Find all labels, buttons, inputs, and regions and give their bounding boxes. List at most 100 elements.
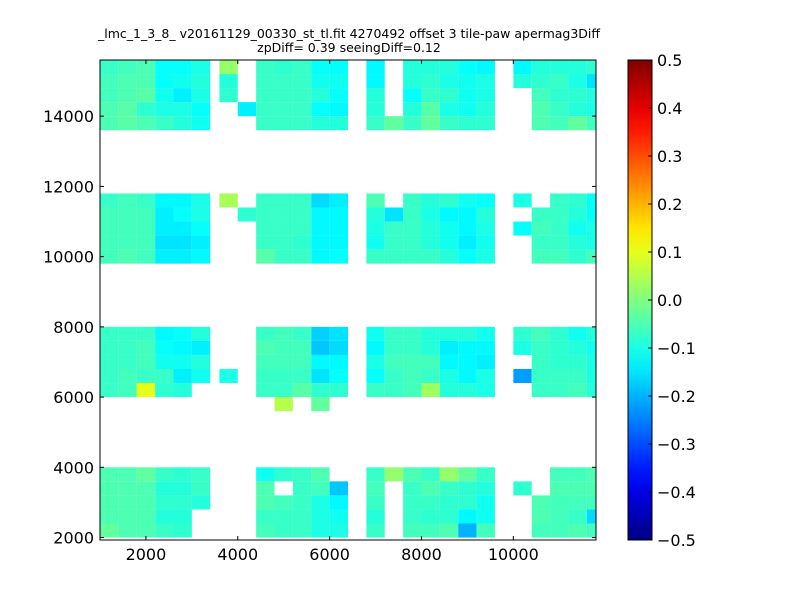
heatmap-cell: [329, 235, 348, 250]
y-tick-label: 6000: [53, 388, 94, 407]
heatmap-cell: [292, 481, 312, 496]
x-tick-label: 8000: [401, 545, 442, 564]
heatmap-cell: [366, 193, 385, 208]
heatmap-cell: [311, 481, 330, 496]
heatmap-cell: [421, 60, 440, 75]
heatmap-cell: [403, 249, 422, 264]
heatmap-cell: [458, 467, 477, 482]
heatmap-cell: [237, 102, 257, 117]
heatmap-cell: [531, 495, 551, 510]
heatmap-cell: [586, 340, 596, 355]
heatmap-cell: [586, 249, 596, 264]
heatmap-cell: [329, 193, 348, 208]
heatmap-cell: [421, 354, 440, 369]
heatmap-cell: [550, 221, 569, 236]
heatmap-cell: [136, 326, 156, 341]
heatmap-cell: [366, 495, 385, 510]
heatmap-cell: [550, 116, 569, 131]
heatmap-cell: [311, 74, 330, 89]
heatmap-cell: [384, 326, 404, 341]
heatmap-cell: [311, 509, 330, 524]
heatmap-cell: [118, 467, 137, 482]
heatmap-cell: [173, 193, 192, 208]
heatmap-cell: [421, 368, 440, 384]
heatmap-cell: [439, 340, 459, 355]
heatmap-cell: [100, 193, 119, 208]
heatmap-cell: [136, 207, 156, 222]
heatmap-cell: [403, 467, 422, 482]
heatmap-cell: [366, 235, 385, 250]
heatmap-cell: [100, 102, 119, 117]
heatmap-cell: [439, 116, 459, 131]
heatmap-cell: [458, 235, 477, 250]
heatmap-cell: [274, 467, 293, 482]
heatmap-cell: [329, 383, 348, 398]
heatmap-cell: [421, 509, 440, 524]
heatmap-cell: [136, 481, 156, 496]
heatmap-cell: [155, 60, 174, 75]
heatmap-cell: [100, 467, 119, 482]
heatmap-cell: [476, 221, 495, 236]
heatmap-cell: [421, 523, 440, 538]
heatmap-cell: [403, 326, 422, 341]
heatmap-cell: [439, 481, 459, 496]
heatmap-cell: [329, 481, 348, 496]
heatmap-cell: [274, 495, 293, 510]
heatmap-cell: [292, 509, 312, 524]
heatmap-cell: [531, 509, 551, 524]
heatmap-cell: [476, 340, 495, 355]
colorbar-tick-label: −0.1: [657, 339, 696, 358]
heatmap-cell: [274, 116, 293, 131]
heatmap-cell: [155, 354, 174, 369]
heatmap-cell: [568, 509, 587, 524]
heatmap-cell: [513, 481, 532, 496]
heatmap-cell: [476, 467, 495, 482]
heatmap-cell: [476, 102, 495, 117]
chart-subtitle: zpDiff= 0.39 seeingDiff=0.12: [257, 40, 441, 55]
colorbar-tick-label: 0.1: [657, 243, 682, 262]
heatmap-cell: [311, 495, 330, 510]
heatmap-cell: [550, 207, 569, 222]
colorbar-tick-label: 0.2: [657, 195, 682, 214]
heatmap-cell: [568, 368, 587, 384]
heatmap-cell: [550, 523, 569, 538]
heatmap-cell: [568, 88, 587, 103]
heatmap-cell: [118, 221, 137, 236]
heatmap-cell: [155, 326, 174, 341]
heatmap-cell: [311, 116, 330, 131]
heatmap-cell: [136, 340, 156, 355]
heatmap-cell: [118, 368, 137, 384]
heatmap-cell: [256, 193, 275, 208]
heatmap-cell: [586, 354, 596, 369]
heatmap-cell: [550, 74, 569, 89]
heatmap-cell: [219, 368, 238, 384]
heatmap-cell: [586, 495, 596, 510]
heatmap-cell: [366, 523, 385, 538]
chart-title: _lmc_1_3_8_ v20161129_00330_st_tl.fit 42…: [97, 26, 600, 41]
heatmap-cell: [136, 383, 156, 398]
heatmap-cell: [274, 326, 293, 341]
heatmap-cell: [292, 383, 312, 398]
heatmap-cell: [513, 368, 532, 384]
heatmap-cell: [531, 74, 551, 89]
heatmap-cell: [476, 383, 495, 398]
heatmap-cell: [531, 235, 551, 250]
heatmap-cell: [274, 368, 293, 384]
colorbar-ticks: 0.5 0.4 0.3 0.2 0.1 0.0 −0.1 −0.2 −0.3 −0.4 −0.5: [648, 51, 696, 550]
heatmap-cell: [155, 368, 174, 384]
heatmap-cell: [421, 481, 440, 496]
heatmap-cell: [256, 340, 275, 355]
heatmap-cell: [513, 326, 532, 341]
heatmap-cell: [100, 249, 119, 264]
heatmap-cell: [191, 207, 211, 222]
heatmap-cell: [458, 495, 477, 510]
heatmap-cell: [439, 102, 459, 117]
heatmap-cell: [173, 74, 192, 89]
heatmap-cell: [136, 60, 156, 75]
x-tick-label: 4000: [217, 545, 258, 564]
heatmap-cell: [586, 207, 596, 222]
heatmap-cell: [384, 383, 404, 398]
heatmap-cell: [550, 467, 569, 482]
heatmap-cell: [292, 467, 312, 482]
heatmap-cell: [100, 354, 119, 369]
